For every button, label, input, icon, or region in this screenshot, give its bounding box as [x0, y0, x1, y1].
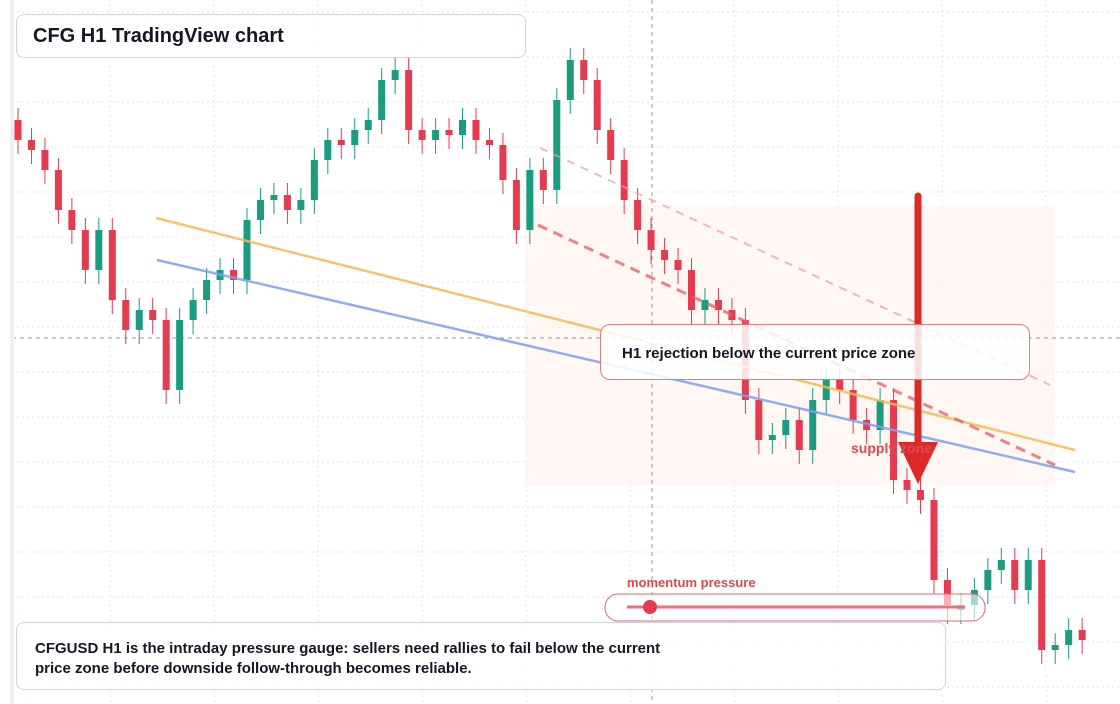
candle-body	[162, 320, 170, 390]
candle-body	[189, 300, 197, 320]
candle-body	[553, 100, 561, 190]
candle-body	[472, 120, 480, 140]
candle-body	[688, 270, 695, 310]
candle-body	[81, 230, 89, 270]
candle-body	[108, 230, 116, 300]
candle-body	[1038, 560, 1046, 650]
candle-body	[674, 260, 682, 270]
candle-body	[930, 500, 938, 580]
candle-body	[122, 300, 130, 330]
candle-body	[795, 420, 803, 450]
candle-body	[701, 300, 709, 310]
candle-body	[432, 130, 440, 140]
gauge-knob	[643, 600, 657, 614]
candle-body	[890, 400, 898, 480]
candle-body	[256, 200, 264, 220]
candle-body	[1078, 630, 1086, 640]
candle-body	[230, 270, 238, 280]
candle-body	[364, 120, 372, 130]
candle-body	[1011, 560, 1019, 590]
callout: H1 rejection below the current price zon…	[600, 324, 1030, 380]
candle-body	[539, 170, 547, 190]
note: CFGUSD H1 is the intraday pressure gauge…	[16, 622, 946, 690]
candle-body	[283, 195, 291, 210]
gauge-label: momentum pressure	[627, 575, 756, 590]
candle-body	[351, 130, 359, 145]
left-edge	[10, 0, 14, 704]
candle-body	[566, 60, 574, 100]
zone-label: supply zone	[851, 440, 932, 456]
candle-body	[135, 310, 143, 330]
candle-body	[378, 80, 386, 120]
candle-body	[41, 150, 49, 170]
candle-body	[95, 230, 103, 270]
candle-body	[297, 200, 305, 210]
candle-body	[405, 70, 413, 130]
candle-body	[270, 195, 278, 200]
candle-body	[714, 300, 722, 310]
candle-body	[916, 490, 924, 500]
candle-body	[822, 380, 830, 400]
candle-body	[903, 480, 911, 490]
candle-body	[526, 170, 534, 230]
candle-body	[593, 80, 601, 130]
title: CFG H1 TradingView chart	[16, 14, 526, 58]
candle-body	[203, 280, 211, 300]
candle-body	[68, 210, 76, 230]
candle-body	[768, 435, 776, 440]
candle-body	[661, 250, 669, 260]
arrow-head	[898, 442, 938, 484]
candle-body	[607, 130, 615, 160]
candle-body	[418, 130, 426, 140]
candle-body	[836, 380, 844, 390]
candle-body	[809, 400, 817, 450]
candle-body	[485, 140, 493, 145]
candle-body	[580, 60, 588, 80]
candle-body	[324, 140, 332, 160]
candle-body	[634, 200, 642, 230]
candle-body	[445, 130, 453, 135]
candle-body	[149, 310, 157, 320]
channel-line	[537, 223, 1056, 467]
candle-body	[876, 400, 884, 430]
candle-body	[27, 140, 35, 150]
candle-body	[391, 70, 399, 80]
candle-body	[984, 570, 992, 590]
candle-body	[997, 560, 1005, 570]
candle-body	[1051, 645, 1059, 650]
candle-body	[459, 120, 467, 135]
candle-body	[54, 170, 62, 210]
candle-body	[14, 120, 22, 140]
candle-body	[620, 160, 628, 200]
candle-body	[243, 220, 251, 280]
note-text: CFGUSD H1 is the intraday pressure gauge…	[35, 640, 661, 677]
candle-body	[943, 580, 951, 605]
candle-body	[512, 180, 520, 230]
candle-body	[1024, 560, 1032, 590]
candle-body	[310, 160, 318, 200]
candle-body	[176, 320, 184, 390]
candle-body	[782, 420, 790, 435]
candle-body	[1065, 630, 1073, 645]
candle-body	[337, 140, 345, 145]
candle-body	[849, 390, 857, 420]
candle-body	[755, 400, 763, 440]
candle-body	[499, 145, 507, 180]
candle-body	[647, 230, 655, 250]
